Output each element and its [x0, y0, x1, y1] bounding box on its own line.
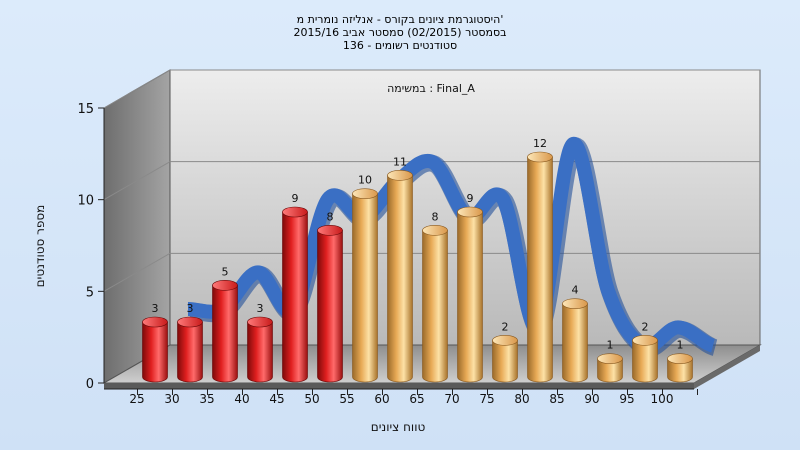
bar-top — [282, 206, 308, 218]
bar-value-label: 9 — [292, 192, 299, 205]
bar-value-label: 4 — [572, 284, 579, 297]
x-tick-label: 55 — [339, 392, 354, 406]
bar — [352, 193, 378, 383]
x-tick-label: 85 — [549, 392, 564, 406]
bar — [492, 340, 518, 383]
bar-top — [457, 206, 483, 218]
bar-top — [177, 316, 203, 328]
chart-subtitle: במשימה : Final_A — [387, 82, 475, 95]
bar — [212, 285, 238, 383]
y-axis-label: מספר סטודנטים — [33, 205, 47, 288]
x-tick-label: 75 — [479, 392, 494, 406]
bar-value-label: 5 — [222, 265, 229, 278]
bar-value-label: 12 — [533, 137, 547, 150]
bar-value-label: 1 — [677, 339, 684, 352]
bar-value-label: 2 — [642, 320, 649, 333]
x-tick-label: 65 — [409, 392, 424, 406]
bar — [632, 340, 658, 383]
x-tick-label: 45 — [269, 392, 284, 406]
y-tick-label: 5 — [86, 285, 94, 300]
bar-value-label: 9 — [467, 192, 474, 205]
x-axis-label: טווח ציונים — [371, 420, 426, 434]
y-tick-label: 15 — [77, 102, 94, 117]
bar-top — [142, 316, 168, 328]
x-tick-label: 95 — [619, 392, 634, 406]
bar — [247, 321, 273, 383]
bar-top — [562, 298, 588, 309]
bar-value-label: 10 — [358, 174, 372, 187]
bar-top — [317, 225, 343, 236]
bar-value-label: 3 — [152, 302, 159, 315]
y-tick-label: 0 — [86, 377, 94, 392]
bar-value-label: 1 — [607, 339, 614, 352]
bar — [282, 211, 308, 383]
bar-value-label: 11 — [393, 155, 407, 168]
chart-title-line-2: בסמסטר (02/2015) סמסטר אביב 2015/16 — [293, 26, 507, 39]
x-tick-label: 30 — [164, 392, 179, 406]
x-tick-label: 60 — [374, 392, 389, 406]
bar-top — [387, 170, 413, 181]
x-tick-label: 25 — [129, 392, 144, 406]
bar-top — [352, 188, 378, 199]
bar — [527, 156, 553, 383]
x-tick-label: 50 — [304, 392, 319, 406]
bar-value-label: 3 — [187, 302, 194, 315]
x-tick-label: 35 — [199, 392, 214, 406]
floor-front-edge — [104, 383, 694, 389]
bar-layer — [142, 151, 693, 383]
bar-value-label: 2 — [502, 320, 509, 333]
bar — [562, 303, 588, 383]
bar — [422, 230, 448, 383]
bar-value-label: 8 — [432, 210, 439, 223]
gridline-side — [103, 252, 171, 292]
right-floor-edge — [694, 345, 760, 389]
y-tick-label: 10 — [77, 194, 94, 209]
x-tick-label: 100 — [651, 392, 674, 406]
bar-top — [597, 353, 623, 364]
x-tick-label: 80 — [514, 392, 529, 406]
bar — [387, 175, 413, 383]
bar — [667, 358, 693, 383]
chart-title-line-3: סטודנטים רשומים - 136 — [342, 39, 458, 52]
chart-title-line-1: היסטוגרמת ציונים בקורס - אנליזה נומרית מ… — [296, 13, 504, 26]
bar-top — [212, 280, 238, 291]
x-tick-label: 70 — [444, 392, 459, 406]
bar — [597, 358, 623, 383]
x-tick-label: 90 — [584, 392, 599, 406]
bar-value-label: 8 — [327, 210, 334, 223]
gridline-side — [103, 69, 171, 109]
bar-top — [527, 151, 553, 163]
bar-top — [632, 335, 658, 346]
bar-value-label: 3 — [257, 302, 264, 315]
bar — [317, 230, 343, 383]
bar-top — [492, 335, 518, 346]
bar — [457, 211, 483, 383]
bar-top — [247, 316, 273, 328]
bar-top — [422, 225, 448, 236]
x-tick-label: 40 — [234, 392, 249, 406]
bar-top — [667, 353, 693, 364]
bar — [177, 321, 203, 383]
gridline-side — [103, 161, 171, 201]
bar — [142, 321, 168, 383]
